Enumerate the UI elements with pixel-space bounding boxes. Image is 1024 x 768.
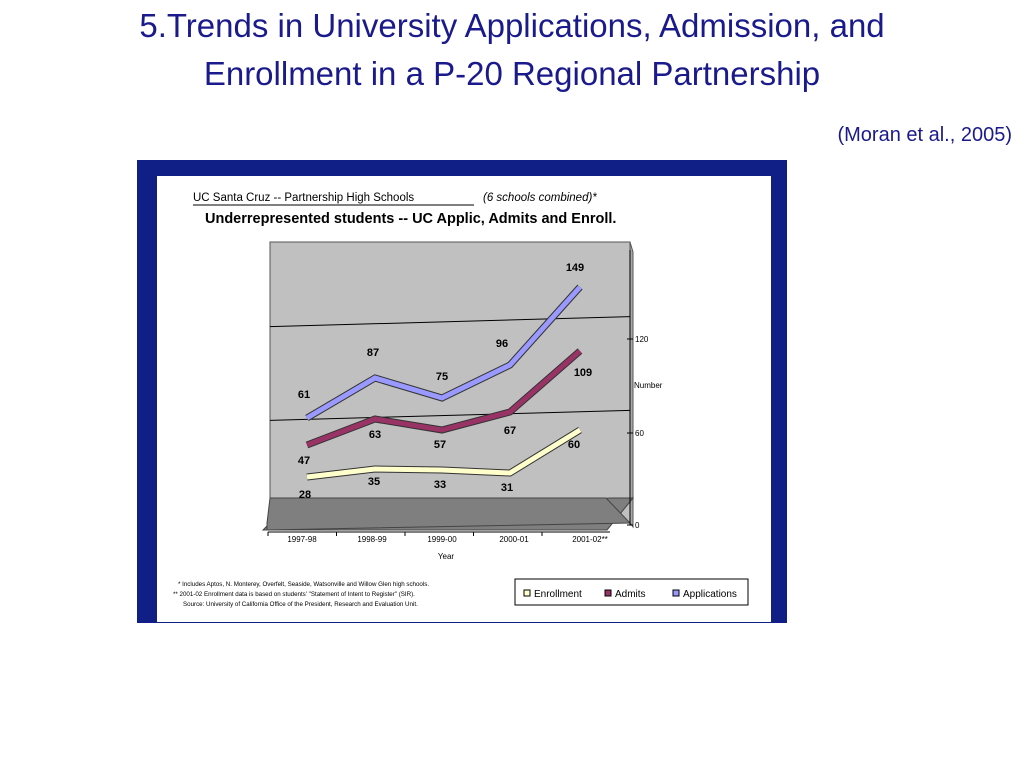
series-line-enrollment [306,427,582,480]
x-tick-label: 1998-99 [357,535,387,544]
series-line-applications [305,285,582,421]
data-label-enrollment: 31 [501,482,513,494]
slide-title: 5.Trends in University Applications, Adm… [0,2,1024,98]
data-label-applications: 149 [566,262,584,274]
y-tick-label: 0 [635,521,640,530]
data-label-enrollment: 28 [299,489,311,501]
x-tick-label: 2001-02** [572,535,608,544]
x-tick-label: 2000-01 [499,535,529,544]
x-tick-label: 1997-98 [287,535,317,544]
data-label-admits: 57 [434,439,446,451]
citation: (Moran et al., 2005) [837,124,1012,146]
y-tick-label: 60 [635,429,644,438]
legend-swatch-applications [672,589,680,597]
chart-subtitle: UC Santa Cruz -- Partnership High School… [193,192,414,204]
footnote: * Includes Aptos, N. Monterey, Overfelt,… [178,581,429,588]
legend: Enrollment Admits Applications [514,578,749,606]
data-label-enrollment: 60 [568,439,580,451]
data-label-applications: 87 [367,347,379,359]
footnote: Source: University of California Office … [183,601,418,608]
slide-title-line-2: Enrollment in a P-20 Regional Partnershi… [203,55,821,92]
series-line-admits [306,349,582,448]
plot-back-wall [269,241,631,524]
legend-box [514,578,749,606]
x-axis-label: Year [438,552,455,561]
gridline-60 [269,409,631,421]
chart-title: Underrepresented students -- UC Applic, … [205,211,616,227]
x-tick-label: 1999-00 [427,535,457,544]
y-tick-label: 120 [635,335,649,344]
legend-swatch-admits [604,589,612,597]
legend-label-applications: Applications [683,589,737,600]
data-label-applications: 61 [298,389,310,401]
chart-subtitle-note: (6 schools combined)* [483,192,597,204]
data-label-admits: 67 [504,425,516,437]
data-label-applications: 75 [436,371,448,383]
slide-title-line-1: 5.Trends in University Applications, Adm… [139,7,885,44]
y-axis-label: Number [634,381,663,390]
data-label-admits: 63 [369,429,381,441]
legend-label-admits: Admits [615,589,646,600]
footnote: ** 2001-02 Enrollment data is based on s… [173,591,415,598]
data-label-admits: 47 [298,455,310,467]
data-label-enrollment: 35 [368,476,380,488]
data-label-enrollment: 33 [434,479,446,491]
gridline-120 [269,316,631,328]
legend-swatch-enrollment [523,589,531,597]
legend-label-enrollment: Enrollment [534,589,582,600]
data-label-admits: 109 [574,367,592,379]
data-label-applications: 96 [496,338,508,350]
plot-floor-top [266,497,632,531]
